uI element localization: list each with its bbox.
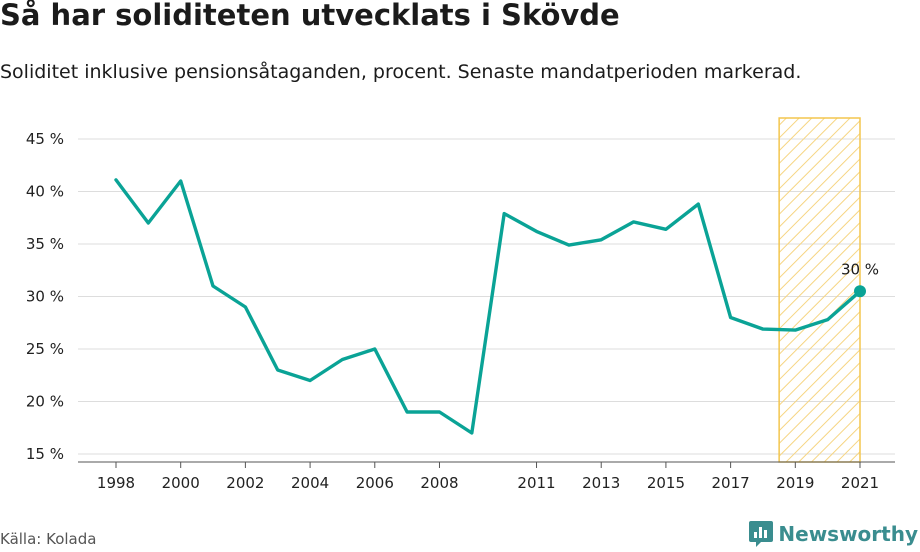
x-tick-label: 2006 [356,474,394,492]
highlight-mandate-period [778,117,861,463]
x-tick-label: 2002 [226,474,264,492]
y-tick-label: 30 % [26,288,64,306]
source-note: Källa: Kolada [0,530,97,548]
x-tick-label: 1998 [97,474,135,492]
y-tick-label: 15 % [26,445,64,463]
chart-subtitle: Soliditet inklusive pensionsåtaganden, p… [0,61,802,83]
x-tick-label: 2000 [162,474,200,492]
brand-logo: Newsworthy [748,519,918,549]
y-tick-label: 35 % [26,235,64,253]
x-tick-label: 2004 [291,474,329,492]
x-tick-label: 2017 [712,474,750,492]
brand-name: Newsworthy [778,522,918,546]
series-line [114,178,862,435]
x-tick-label: 2008 [420,474,458,492]
x-tick-label: 2021 [841,474,879,492]
x-tick-label: 2011 [517,474,555,492]
last-value-label: 30 % [841,260,879,278]
chart-title: Så har soliditeten utvecklats i Skövde [0,0,620,32]
y-tick-label: 25 % [26,340,64,358]
last-point-marker [854,285,866,298]
y-tick-label: 20 % [26,393,64,411]
x-tick-label: 2015 [647,474,685,492]
y-tick-label: 40 % [26,183,64,201]
x-tick-label: 2013 [582,474,620,492]
y-tick-label: 45 % [26,130,64,148]
x-tick-label: 2019 [776,474,814,492]
bar-chart-speech-bubble-icon [749,521,774,547]
